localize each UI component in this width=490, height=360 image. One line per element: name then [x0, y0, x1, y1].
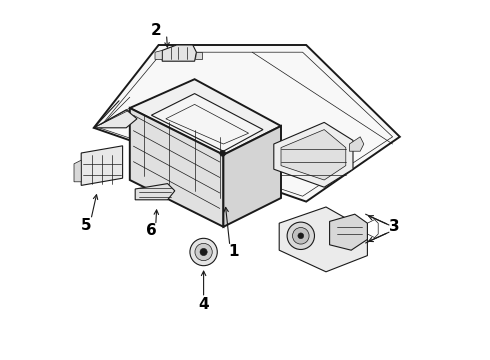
Circle shape [293, 228, 309, 244]
Polygon shape [330, 214, 368, 250]
Circle shape [220, 150, 225, 156]
Polygon shape [135, 184, 175, 200]
Circle shape [298, 233, 304, 239]
Polygon shape [130, 108, 223, 227]
Polygon shape [94, 110, 137, 128]
Polygon shape [81, 146, 122, 185]
Polygon shape [162, 45, 196, 61]
Polygon shape [151, 94, 263, 151]
Text: 5: 5 [80, 217, 91, 233]
Polygon shape [130, 79, 281, 155]
Text: 6: 6 [146, 223, 157, 238]
Text: 4: 4 [198, 297, 209, 312]
Polygon shape [279, 207, 368, 272]
Circle shape [287, 222, 315, 249]
Circle shape [190, 238, 217, 266]
Polygon shape [281, 130, 346, 180]
Text: 2: 2 [151, 23, 162, 38]
Polygon shape [155, 50, 162, 59]
Polygon shape [349, 137, 364, 151]
Polygon shape [274, 122, 353, 187]
Circle shape [195, 243, 212, 261]
Polygon shape [74, 160, 81, 182]
Polygon shape [195, 52, 202, 59]
Polygon shape [94, 45, 400, 202]
Polygon shape [223, 126, 281, 227]
Text: 3: 3 [389, 219, 400, 234]
Circle shape [200, 248, 207, 256]
Text: 1: 1 [228, 244, 239, 260]
